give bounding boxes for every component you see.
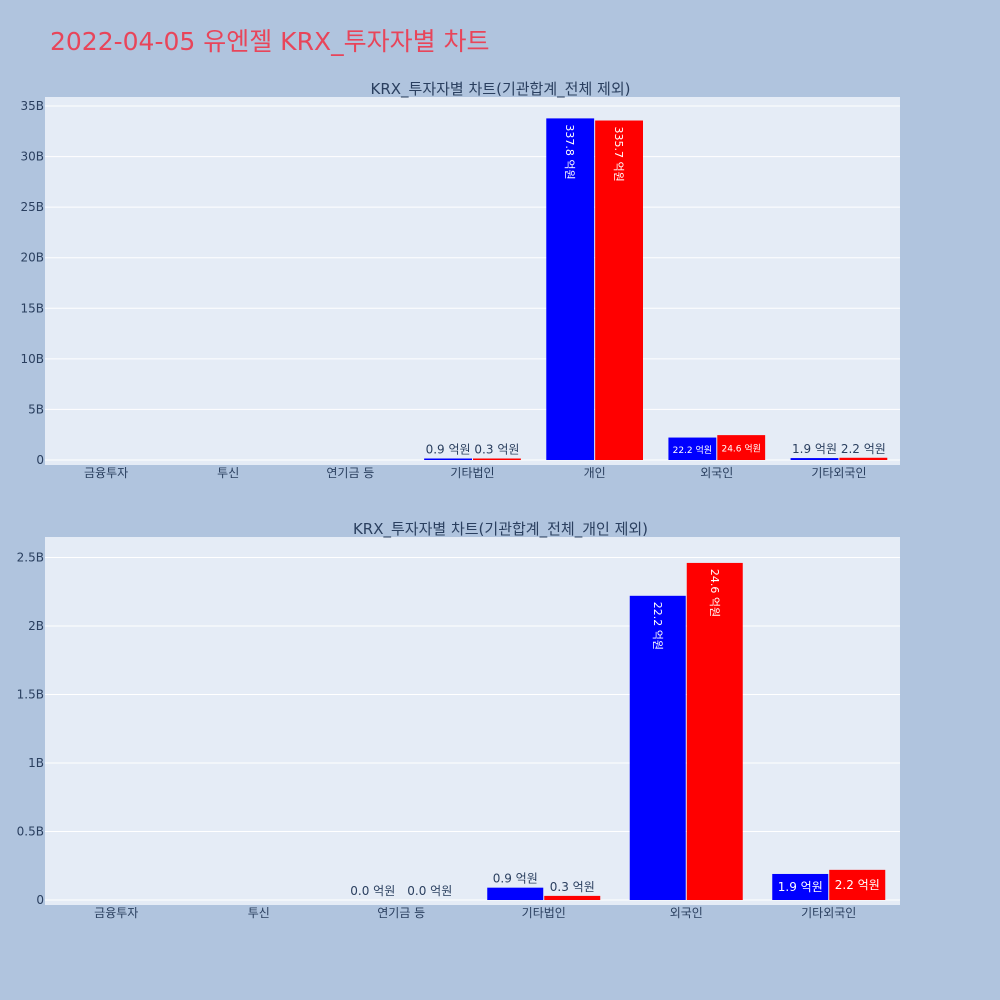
data-label: 0.9 억원 bbox=[426, 443, 471, 457]
y-tick-label: 5B bbox=[28, 402, 44, 416]
y-tick-label: 25B bbox=[20, 200, 44, 214]
bar bbox=[544, 895, 601, 900]
data-label: 335.7 억원 bbox=[612, 127, 625, 182]
data-label: 0.3 억원 bbox=[550, 880, 595, 894]
data-label: 0.0 억원 bbox=[350, 884, 395, 898]
data-label: 2.2 억원 bbox=[835, 878, 880, 892]
plot-area bbox=[45, 537, 900, 905]
bar bbox=[629, 595, 686, 900]
bar bbox=[772, 873, 829, 900]
data-label: 1.9 억원 bbox=[792, 442, 837, 456]
bar bbox=[839, 457, 888, 460]
x-tick-label: 기타법인 bbox=[450, 466, 494, 480]
data-label: 22.2 억원 bbox=[673, 444, 712, 456]
data-label: 1.9 억원 bbox=[778, 880, 823, 894]
bar bbox=[668, 437, 717, 460]
bar bbox=[424, 458, 472, 460]
x-tick-label: 기타외국인 bbox=[801, 906, 856, 920]
data-label: 0.0 억원 bbox=[407, 884, 452, 898]
bar bbox=[829, 869, 886, 900]
y-tick-label: 30B bbox=[20, 150, 44, 164]
bar bbox=[790, 458, 839, 460]
x-tick-label: 외국인 bbox=[670, 906, 703, 920]
y-tick-label: 0.5B bbox=[17, 824, 44, 838]
x-tick-label: 기타법인 bbox=[522, 906, 566, 920]
x-tick-label: 투신 bbox=[248, 906, 270, 920]
bar bbox=[546, 118, 595, 461]
y-tick-label: 0 bbox=[36, 893, 44, 907]
plot-area bbox=[45, 97, 900, 465]
bar bbox=[717, 435, 766, 460]
y-tick-label: 1.5B bbox=[17, 687, 44, 701]
bar bbox=[595, 120, 643, 461]
y-tick-label: 35B bbox=[20, 99, 44, 113]
chart-title: KRX_투자자별 차트(기관합계_전체_개인 제외) bbox=[353, 520, 648, 539]
data-label: 24.6 억원 bbox=[721, 443, 760, 455]
data-label: 24.6 억원 bbox=[708, 569, 721, 617]
x-tick-label: 기타외국인 bbox=[811, 466, 866, 480]
x-tick-label: 투신 bbox=[217, 466, 239, 480]
x-tick-label: 개인 bbox=[584, 466, 606, 480]
chart-title: KRX_투자자별 차트(기관합계_전체 제외) bbox=[371, 80, 631, 99]
x-tick-label: 외국인 bbox=[700, 466, 733, 480]
y-tick-label: 1B bbox=[28, 756, 44, 770]
y-tick-label: 2B bbox=[28, 619, 44, 633]
chart-2: KRX_투자자별 차트(기관합계_전체_개인 제외) 0 0.5B 1B 1.5B 2B 2… bbox=[17, 520, 900, 920]
y-tick-label: 2.5B bbox=[17, 550, 44, 564]
x-tick-label: 금융투자 bbox=[84, 466, 128, 480]
bar bbox=[686, 562, 743, 900]
x-tick-label: 연기금 등 bbox=[377, 906, 425, 920]
data-label: 22.2 억원 bbox=[651, 602, 664, 650]
x-tick-label: 금융투자 bbox=[94, 906, 138, 920]
y-tick-label: 10B bbox=[20, 352, 44, 366]
data-label: 2.2 억원 bbox=[841, 442, 886, 456]
page-title: 2022-04-05 유엔젤 KRX_투자자별 차트 bbox=[50, 27, 490, 56]
data-label: 0.3 억원 bbox=[474, 443, 519, 457]
y-tick-label: 0 bbox=[36, 453, 44, 467]
y-tick-label: 15B bbox=[20, 301, 44, 315]
bar bbox=[487, 887, 544, 900]
chart-1: KRX_투자자별 차트(기관합계_전체 제외) 0 5B 10B 15B 20B 25B 30… bbox=[20, 80, 900, 480]
x-tick-label: 연기금 등 bbox=[326, 466, 374, 480]
data-label: 337.8 억원 bbox=[563, 124, 576, 179]
bar bbox=[473, 458, 521, 460]
data-label: 0.9 억원 bbox=[493, 872, 538, 886]
y-tick-label: 20B bbox=[20, 251, 44, 265]
